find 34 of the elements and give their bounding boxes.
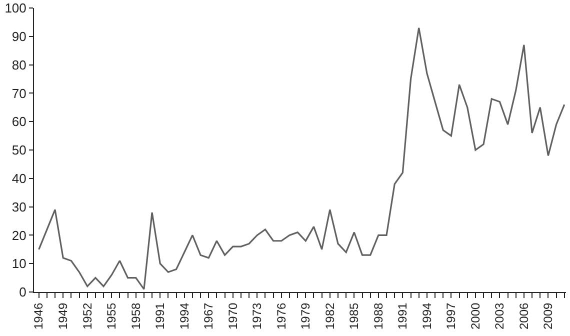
x-tick-label: 1955 [104,302,119,330]
x-tick-label: 1946 [32,302,46,330]
x-tick-label: 2009 [541,302,556,330]
x-tick-label: 2000 [468,302,482,330]
x-tick-label: 1988 [371,302,386,330]
x-tick-label: 1985 [347,302,362,330]
x-tick-label: 1997 [444,302,458,330]
y-tick-label: 70 [12,86,26,101]
line-series [38,27,566,290]
y-tick-label: 50 [12,142,26,158]
x-tick-label: 1991 [153,302,168,330]
x-tick-label: 1967 [202,302,216,330]
y-tick-label: 0 [19,284,26,300]
y-tick-label: 100 [4,0,26,16]
y-tick-label: 20 [12,228,26,243]
y-tick-label: 80 [12,57,26,72]
y-tick-label: 90 [12,28,26,44]
y-tick-label: 60 [12,114,26,130]
x-tick-label: 1949 [56,302,70,330]
x-tick-label: 1952 [80,302,94,330]
x-tick-label: 1979 [298,302,313,330]
y-tick-label: 10 [12,256,26,272]
x-tick-label: 2006 [516,302,531,330]
x-tick-label: 1991 [396,302,410,330]
x-tick-label: 1994 [420,302,434,330]
x-tick-label: 1976 [274,302,288,330]
x-tick-label: 1994 [177,302,192,330]
x-tick-label: 2003 [492,302,507,330]
x-tick-label: 1970 [226,302,240,330]
y-tick-label: 30 [12,199,26,214]
x-tick-label: 1958 [128,302,143,330]
x-tick-label: 1973 [250,302,264,330]
x-tick-label: 1982 [322,302,337,330]
y-tick-label: 40 [12,170,26,186]
